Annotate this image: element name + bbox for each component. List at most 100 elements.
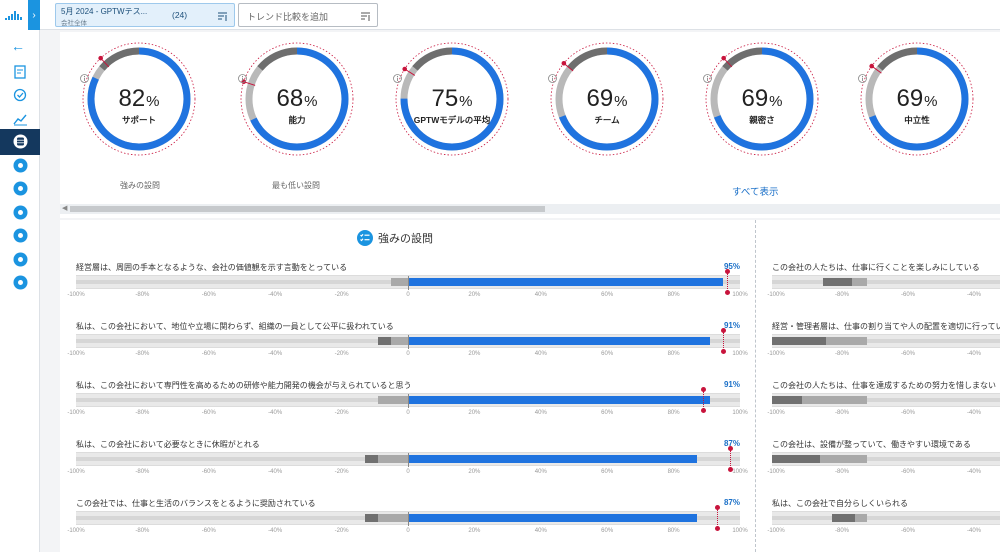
zero-line [408,276,409,290]
negative-segment [378,337,392,345]
survey-selector[interactable]: 5月 2024 - GPTWテス... 会社全体 (24) [55,3,235,27]
strengths-link[interactable]: 強みの設問 [120,181,160,190]
dimension-donut[interactable]: 69% 中立性 [858,40,976,158]
benchmark-dot [721,349,727,354]
donut-score-unit: % [924,93,938,110]
axis-tick-label: -60% [201,528,216,534]
question-text: この会社は、設備が整っていて、働きやすい環境である [772,440,971,449]
axis-tick-label: -80% [135,292,150,298]
zero-line [408,512,409,526]
question-text: この会社では、仕事と生活のバランスをとるように奨励されている [76,499,316,508]
question-positive-pct: 87% [723,498,740,507]
bar-track [772,339,1000,343]
survey-name: 5月 2024 - GPTWテス... [61,7,148,16]
positive-arc [245,47,349,151]
sort-filter-icon[interactable] [218,11,228,21]
donut-score: 75% [393,85,511,113]
gptw-logo-icon[interactable] [0,0,28,30]
dimension-donut[interactable]: 75% GPTWモデルの平均 [393,40,511,158]
question-row[interactable]: この会社の人たちは、仕事に行くことを楽しみにしている -100% -80% -60% -… [767,262,1000,318]
survey-count: (24) [172,10,188,20]
donut-score: 69% [703,85,821,113]
negative-arc [710,47,814,151]
question-row[interactable]: この会社の人たちは、仕事を達成するための努力を惜しまない -100% -80% -60… [767,380,1000,436]
positive-arc [710,47,814,151]
zero-line [408,335,409,349]
arrow-left-icon[interactable]: ← [11,38,25,54]
axis-tick-label: 100% [732,528,748,534]
question-row[interactable]: 私は、この会社において必要なときに休暇がとれる 87% -100% -80% -60% -… [60,439,750,495]
donut-label: サポート [121,115,156,125]
neutral-segment [819,455,868,463]
dimension-donut[interactable]: 69% チーム [548,40,666,158]
nav-chart-board[interactable] [0,246,40,272]
report-clipboard-icon [13,64,26,79]
positive-segment [408,278,724,286]
dimension-donut[interactable]: 68% 能力 [238,40,356,158]
axis-tick-label: -40% [966,292,982,298]
question-row[interactable]: この会社は、設備が整っていて、働きやすい環境である -100% -80% -60% -4… [767,439,1000,495]
axis-tick-label: -80% [135,351,150,357]
question-positive-pct: 87% [723,439,740,448]
question-row[interactable]: 私は、この会社において、地位や立場に関わらず、組織の一員として公平に扱われている… [60,321,750,377]
donut-score: 69% [548,85,666,113]
axis-tick-label: 60% [601,292,614,298]
question-row[interactable]: 経営・管理者層は、仕事の割り当てや人の配置を適切に行ってい -100% -80% -6… [767,321,1000,377]
chevron-right-icon[interactable]: › [28,0,40,30]
dimension-donut[interactable]: 82% サポート [80,40,198,158]
axis-tick-label: -20% [334,292,349,298]
axis-ticks: -100% -80% -60% -40% [767,351,1000,361]
lowest-questions-link[interactable]: 最も低い設問 [272,181,320,190]
nav-report-clipboard[interactable] [0,58,40,84]
dimension-donut[interactable]: 69% 親密さ [703,40,821,158]
axis-tick-label: -100% [767,528,785,534]
axis-tick-label: -60% [201,410,216,416]
nav-layers[interactable] [0,152,40,178]
scrollbar-thumb[interactable] [70,206,545,212]
donut-score: 82% [80,85,198,113]
donut-score-unit: % [459,93,473,110]
axis-tick-label: 40% [534,469,547,475]
nav-trend-chart[interactable] [0,105,40,131]
axis-tick-label: 40% [534,528,547,534]
nav-database[interactable] [0,128,40,155]
question-row[interactable]: この会社では、仕事と生活のバランスをとるように奨励されている 87% -100% -8… [60,498,750,552]
negative-segment [822,278,853,286]
axis-tick-label: 80% [667,292,680,298]
axis-tick-label: -40% [966,410,982,416]
show-all-link[interactable]: すべて表示 [732,187,779,198]
question-row[interactable]: 私は、この会社において専門性を高めるための研修や能力開発の機会が与えられていると… [60,380,750,436]
positive-arc [400,47,504,151]
axis-tick-label: 20% [468,410,481,416]
nav-list-check[interactable] [0,176,40,202]
trend-compare-selector[interactable]: トレンド比較を追加 [238,3,378,27]
nav-check-clock[interactable] [0,82,40,108]
sort-filter-icon[interactable] [361,11,371,21]
question-row[interactable]: 私は、この会社で自分らしくいられる -100% -80% -60% -40% [767,498,1000,552]
axis-tick-label: -60% [900,351,916,357]
diverging-bar [772,275,1000,289]
axis-ticks: -100% -80% -60% -40% -20% 0 20% 40% 60% 80% 100% [67,528,747,538]
benchmark-dot [701,387,707,392]
bar-track [772,280,1000,284]
nav-chat[interactable] [0,223,40,249]
axis-tick-label: 0 [406,292,410,298]
horizontal-scrollbar[interactable]: ◀ [60,204,1000,214]
axis-tick-label: -40% [966,528,982,534]
negative-arc [400,47,504,151]
scroll-left-icon[interactable]: ◀ [62,205,68,212]
axis-tick-label: 0 [406,351,410,357]
question-row[interactable]: 経営層は、周囲の手本となるような、会社の価値観を示す言動をとっている 95% -10… [60,262,750,318]
diverging-bar [76,269,740,295]
nav-people[interactable] [0,199,40,225]
axis-tick-label: 0 [406,528,410,534]
axis-tick-label: -20% [334,410,349,416]
axis-tick-label: 100% [732,410,748,416]
nav-user[interactable] [0,270,40,296]
donut-label: 親密さ [749,115,775,125]
axis-tick-label: -60% [900,292,916,298]
axis-ticks: -100% -80% -60% -40% -20% 0 20% 40% 60% 80% 100% [67,469,747,479]
axis-tick-label: -60% [201,351,216,357]
axis-tick-label: -40% [268,469,283,475]
benchmark-dot [561,61,567,66]
